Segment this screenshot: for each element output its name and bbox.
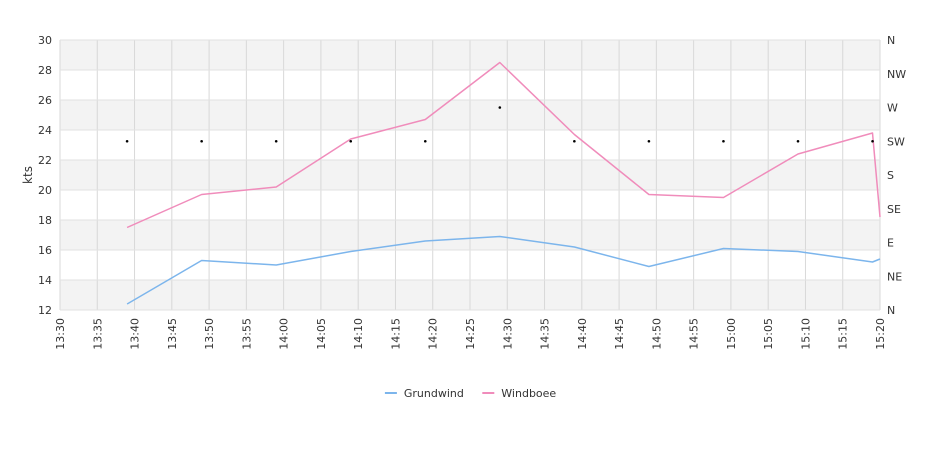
x-tick-label: 13:50 — [203, 318, 216, 350]
legend-item[interactable]: Grundwind — [404, 387, 464, 400]
x-tick-label: 15:00 — [725, 318, 738, 350]
y-tick-label: 14 — [38, 274, 52, 287]
x-tick-label: 13:45 — [166, 318, 179, 350]
direction-tick-label: S — [887, 169, 894, 182]
x-tick-label: 14:15 — [389, 318, 402, 350]
x-tick-label: 13:40 — [129, 318, 142, 350]
direction-marker — [423, 139, 427, 143]
y-tick-label: 12 — [38, 304, 52, 317]
series-line — [126, 61, 881, 229]
x-tick-label: 15:10 — [799, 318, 812, 350]
x-tick-label: 14:10 — [352, 318, 365, 350]
x-tick-label: 14:00 — [278, 318, 291, 350]
y-tick-label: 18 — [38, 214, 52, 227]
y-tick-label: 20 — [38, 184, 52, 197]
direction-marker — [647, 139, 651, 143]
y-axis-label: kts — [21, 166, 35, 184]
x-tick-label: 13:30 — [54, 318, 67, 350]
direction-tick-label: N — [887, 304, 895, 317]
x-tick-label: 14:35 — [539, 318, 552, 350]
direction-marker — [722, 139, 725, 143]
direction-marker — [125, 139, 129, 143]
x-tick-label: 14:25 — [464, 318, 477, 350]
series-lines — [126, 61, 881, 305]
direction-marker — [498, 106, 502, 109]
x-tick-label: 15:15 — [837, 318, 850, 350]
y-tick-label: 26 — [38, 94, 52, 107]
x-tick-label: 14:30 — [501, 318, 514, 350]
x-tick-label: 14:45 — [613, 318, 626, 350]
direction-marker — [274, 139, 278, 143]
x-tick-label: 14:50 — [650, 318, 663, 350]
direction-tick-label: N — [887, 34, 895, 47]
x-tick-label: 13:55 — [240, 318, 253, 350]
x-tick-label: 14:40 — [576, 318, 589, 350]
y-tick-label: 16 — [38, 244, 52, 257]
direction-tick-label: NE — [887, 270, 902, 283]
direction-markers — [125, 106, 874, 143]
legend-item[interactable]: Windboee — [501, 387, 556, 400]
x-axis-ticks: 13:30 13:35 13:40 13:45 13:50 13:55 14:00 14:05… — [54, 318, 887, 350]
y-tick-label: 28 — [38, 64, 52, 77]
direction-marker — [796, 139, 800, 143]
y-tick-label: 30 — [38, 34, 52, 47]
direction-tick-label: SE — [887, 203, 901, 216]
x-tick-label: 14:20 — [427, 318, 440, 350]
direction-marker — [871, 139, 874, 143]
direction-marker — [200, 139, 203, 143]
y-tick-label: 24 — [38, 124, 52, 137]
x-tick-label: 14:55 — [688, 318, 701, 350]
y-tick-label: 22 — [38, 154, 52, 167]
legend[interactable]: Grundwind Windboee — [384, 387, 557, 400]
direction-tick-label: E — [887, 237, 894, 250]
direction-axis-ticks: N NE E SE S SW W NW N — [887, 34, 906, 317]
direction-marker — [349, 139, 353, 143]
direction-tick-label: W — [887, 102, 898, 115]
series-line — [126, 235, 881, 305]
x-tick-label: 14:05 — [315, 318, 328, 350]
x-tick-label: 13:35 — [91, 318, 104, 350]
direction-tick-label: SW — [887, 135, 905, 148]
y-axis-ticks: 12 14 16 18 20 22 24 26 28 30 — [38, 34, 52, 317]
x-tick-label: 15:20 — [874, 318, 887, 350]
direction-marker — [573, 139, 576, 143]
x-tick-label: 15:05 — [762, 318, 775, 350]
direction-tick-label: NW — [887, 68, 906, 81]
